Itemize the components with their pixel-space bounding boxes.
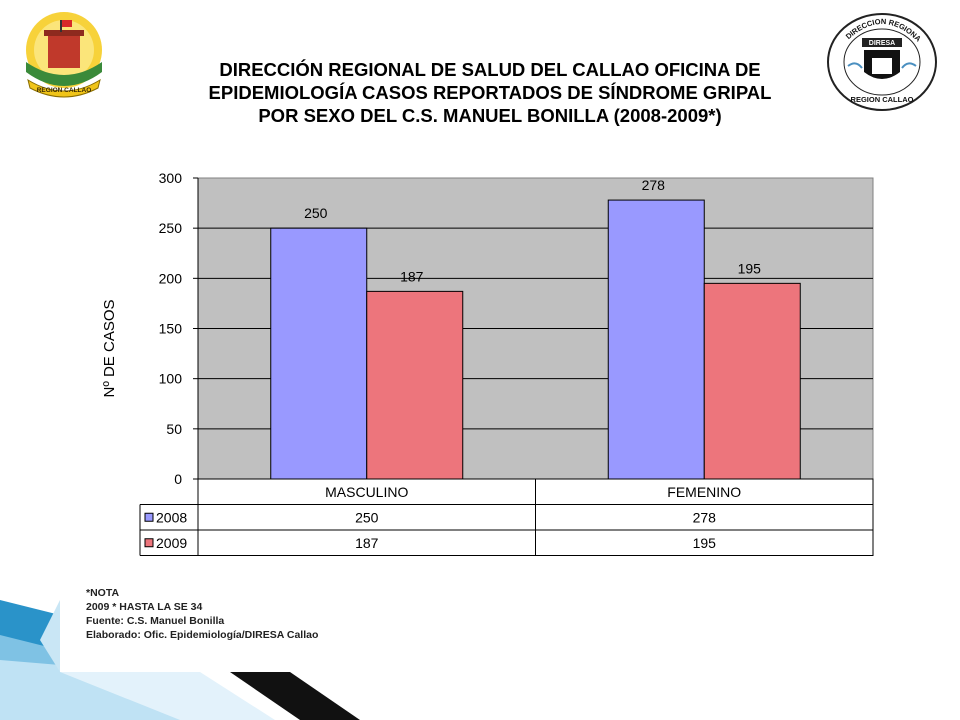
y-tick-label: 100	[159, 371, 183, 387]
note-period: 2009 * HASTA LA SE 34	[86, 601, 203, 613]
logo-left-text: REGION CALLAO	[37, 87, 92, 94]
bar-2008-femenino	[607, 199, 705, 480]
page-title: DIRECCIÓN REGIONAL DE SALUD DEL CALLAO O…	[150, 58, 830, 127]
bar-2009-masculino	[366, 290, 464, 480]
x-tick-label: MASCULINO	[325, 484, 408, 500]
x-tick-label: FEMENINO	[667, 484, 741, 500]
note-source: Fuente: C.S. Manuel Bonilla	[86, 615, 225, 627]
y-tick-label: 150	[159, 321, 183, 337]
table-cell: 278	[693, 509, 717, 525]
table-cell: 187	[355, 535, 379, 551]
legend-swatch-2008	[144, 512, 154, 522]
bar-2009-femenino	[703, 282, 801, 480]
y-axis-label: Nº DE CASOS	[101, 300, 118, 398]
data-label: 278	[642, 177, 666, 193]
legend-swatch-2009	[144, 538, 154, 548]
title-line-2: EPIDEMIOLOGÍA CASOS REPORTADOS DE SÍNDRO…	[208, 82, 772, 103]
y-tick-label: 300	[159, 170, 183, 186]
seal-badge-text: DIRESA	[869, 40, 895, 47]
data-label: 195	[738, 260, 762, 276]
title-line-3: POR SEXO DEL C.S. MANUEL BONILLA (2008-2…	[258, 105, 722, 126]
y-tick-label: 50	[166, 421, 182, 437]
legend-label-2009: 2009	[156, 535, 187, 551]
region-callao-logo: REGION CALLAO	[26, 12, 102, 98]
y-tick-label: 250	[159, 220, 183, 236]
note-author: Elaborado: Ofic. Epidemiología/DIRESA Ca…	[86, 629, 319, 641]
seal-bottom-text: REGION CALLAO	[851, 95, 914, 104]
data-label: 187	[400, 268, 424, 284]
note-heading: *NOTA	[86, 587, 120, 599]
legend-label-2008: 2008	[156, 509, 187, 525]
data-label: 250	[304, 205, 328, 221]
y-tick-label: 0	[174, 471, 182, 487]
table-cell: 195	[693, 535, 717, 551]
diresa-callao-seal: DIRECCION REGIONAL DE SALUD DIRESA REGIO…	[826, 12, 937, 111]
bar-2008-masculino	[270, 227, 368, 480]
title-line-1: DIRECCIÓN REGIONAL DE SALUD DEL CALLAO O…	[219, 59, 761, 80]
table-cell: 250	[355, 509, 379, 525]
footnote: *NOTA 2009 * HASTA LA SE 34 Fuente: C.S.…	[86, 586, 318, 642]
y-tick-label: 200	[159, 270, 183, 286]
